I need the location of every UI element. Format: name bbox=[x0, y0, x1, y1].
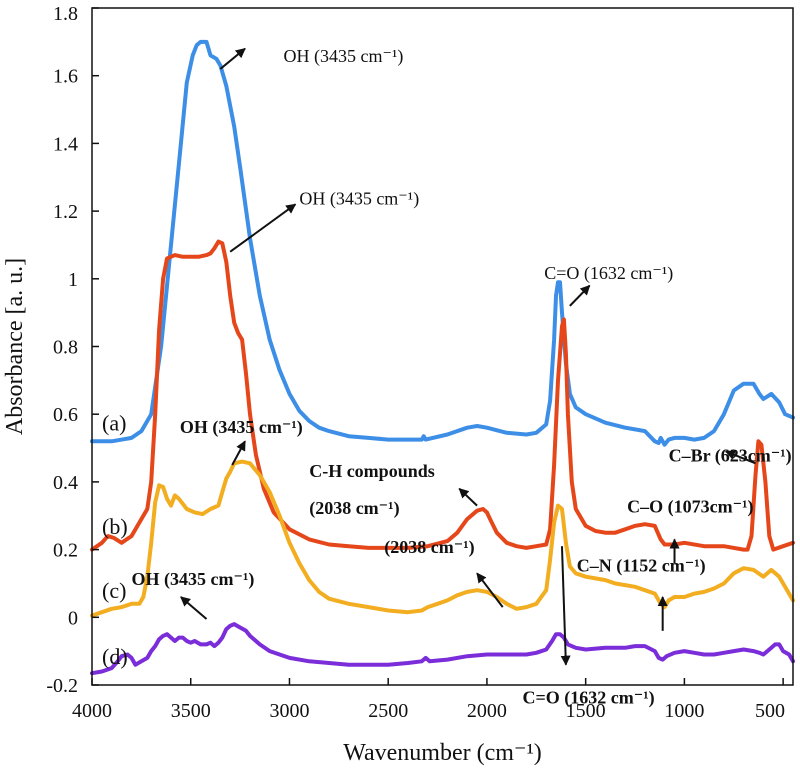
y-tick-label: 1 bbox=[68, 269, 78, 291]
y-tick-label: 0.4 bbox=[53, 472, 78, 494]
x-tick-label: 3500 bbox=[171, 700, 211, 722]
annotation-oh-b: OH (3435 cm⁻¹) bbox=[229, 188, 419, 253]
annotation-text: (2038 cm⁻¹) bbox=[309, 498, 399, 519]
annotation-arrow bbox=[724, 450, 756, 465]
annotation-arrow bbox=[476, 572, 504, 608]
annotation-text: (2038 cm⁻¹) bbox=[384, 537, 474, 558]
annotation-co-d: C=O (1632 cm⁻¹) bbox=[522, 546, 655, 709]
y-tick-label: 0 bbox=[68, 607, 78, 629]
annotation-arrow bbox=[231, 440, 246, 466]
annotation-text: OH (3435 cm⁻¹) bbox=[180, 417, 303, 438]
annotation-cbr: C–Br (623cm⁻¹) bbox=[669, 446, 792, 467]
x-tick-label: 1000 bbox=[664, 700, 704, 722]
x-tick-label: 1500 bbox=[566, 700, 606, 722]
x-tick-label: 2000 bbox=[467, 700, 507, 722]
series-line-d bbox=[90, 622, 795, 676]
annotation-oh-a: OH (3435 cm⁻¹) bbox=[219, 46, 404, 70]
annotation-text: C–Br (623cm⁻¹) bbox=[669, 446, 792, 467]
annotation-text: OH (3435 cm⁻¹) bbox=[284, 46, 404, 67]
annotation-arrow bbox=[219, 47, 246, 70]
series-label-a: (a) bbox=[102, 411, 126, 436]
annotation-arrow bbox=[458, 487, 478, 507]
series-label-b: (b) bbox=[102, 514, 128, 539]
x-axis-title: Wavenumber (cm⁻¹) bbox=[343, 740, 542, 766]
annotation-oh-d: OH (3435 cm⁻¹) bbox=[131, 569, 254, 620]
annotation-cn: C–N (1152 cm⁻¹) bbox=[577, 556, 706, 631]
x-tick-label: 2500 bbox=[368, 700, 408, 722]
annotation-ch: C-H compounds (2038 cm⁻¹) bbox=[309, 461, 478, 519]
annotation-text: C–O (1073cm⁻¹) bbox=[627, 496, 753, 517]
annotation-text: C=O (1632 cm⁻¹) bbox=[522, 688, 654, 709]
annotation-arrow bbox=[229, 203, 297, 253]
annotation-text: C=O (1632 cm⁻¹) bbox=[544, 263, 673, 284]
x-ticks: 4000 3500 3000 2500 2000 1500 1000 500 bbox=[72, 678, 785, 722]
annotation-arrow bbox=[569, 284, 591, 307]
annotation-text: C-H compounds bbox=[309, 461, 435, 481]
annotation-ch-c: (2038 cm⁻¹) bbox=[384, 537, 504, 608]
y-tick-label: 0.8 bbox=[53, 337, 78, 359]
series-line-c bbox=[90, 459, 795, 618]
annotation-text: C–N (1152 cm⁻¹) bbox=[577, 556, 706, 577]
series-line-a bbox=[90, 39, 795, 447]
x-tick-label: 4000 bbox=[72, 700, 112, 722]
series-label-d: (d) bbox=[102, 644, 128, 669]
annotation-oh-c: OH (3435 cm⁻¹) bbox=[180, 417, 303, 466]
annotation-layer: OH (3435 cm⁻¹) OH (3435 cm⁻¹) C=O (1632 cm… bbox=[131, 46, 791, 708]
annotation-arrow bbox=[560, 546, 571, 666]
x-tick-label: 500 bbox=[755, 700, 785, 722]
y-tick-label: 0.6 bbox=[53, 404, 78, 426]
y-tick-label: -0.2 bbox=[46, 675, 78, 697]
y-tick-label: 1.2 bbox=[53, 201, 78, 223]
annotation-text: OH (3435 cm⁻¹) bbox=[299, 188, 419, 209]
y-axis-title: Absorbance [a. u.] bbox=[2, 258, 28, 435]
y-tick-label: 0.2 bbox=[53, 540, 78, 562]
y-ticks: 1.8 1.6 1.4 1.2 1 0.8 0.6 0.4 0.2 0 -0.2 bbox=[46, 3, 99, 697]
annotation-co-a: C=O (1632 cm⁻¹) bbox=[544, 263, 673, 307]
x-tick-label: 3000 bbox=[269, 700, 309, 722]
series-label-c: (c) bbox=[102, 578, 126, 603]
y-tick-label: 1.4 bbox=[53, 133, 78, 155]
axis-layer: 4000 3500 3000 2500 2000 1500 1000 500 1.81.61.… bbox=[2, 3, 794, 766]
annotation-co-b: C–O (1073cm⁻¹) bbox=[627, 496, 754, 564]
y-tick-label: 1.6 bbox=[53, 66, 78, 88]
annotation-arrow bbox=[180, 596, 208, 620]
series-layer: (a) (b) (c) (d) bbox=[90, 39, 795, 676]
y-tick-label: 1.8 bbox=[53, 3, 78, 25]
annotation-text: OH (3435 cm⁻¹) bbox=[131, 569, 254, 590]
